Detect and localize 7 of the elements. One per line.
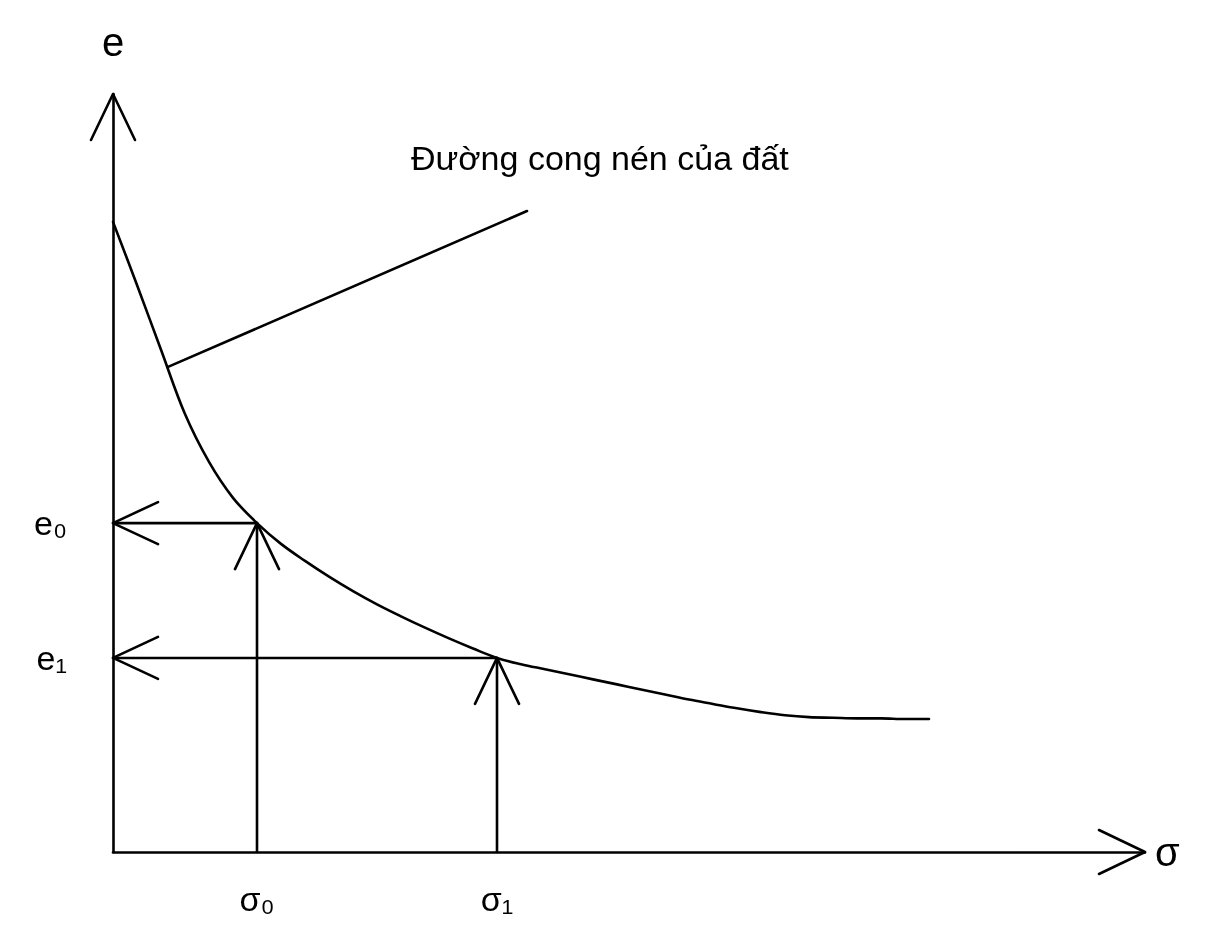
x-tick-label: σ₀	[239, 880, 275, 918]
text: Đường cong nén của đất	[411, 139, 790, 177]
ref-line-label: e₁	[36, 638, 67, 677]
x-axis-title: σ	[1155, 830, 1180, 874]
y-axis-title: e	[101, 20, 125, 64]
ref-line-label: e₀	[33, 504, 67, 543]
x-tick-label: σ₁	[480, 880, 514, 918]
